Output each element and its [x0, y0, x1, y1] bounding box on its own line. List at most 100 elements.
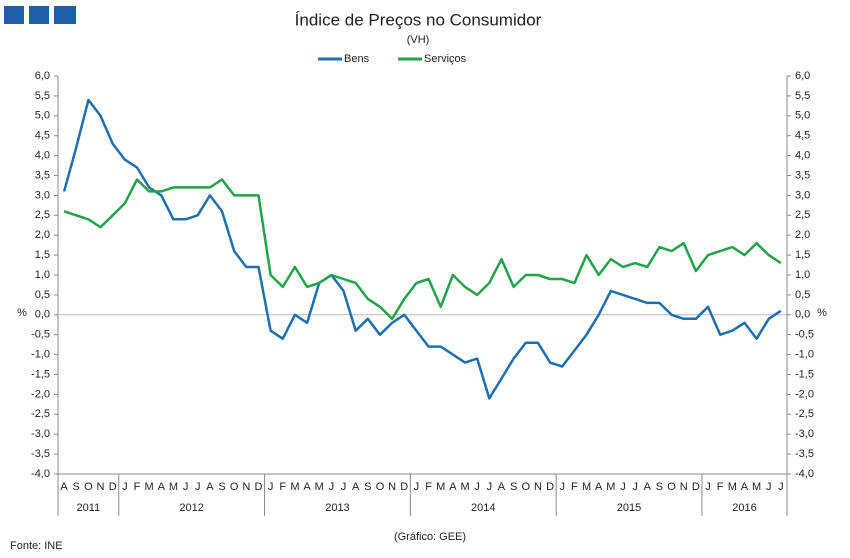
x-tick-label: J [414, 481, 420, 493]
x-tick-label: S [73, 481, 80, 493]
y2-tick-label: 1,5 [795, 249, 810, 261]
x-tick-label: J [559, 481, 565, 493]
x-tick-label: M [145, 481, 154, 493]
y2-tick-label: 1,0 [795, 269, 810, 281]
y-tick-label: -3,0 [31, 428, 50, 440]
y2-tick-label: 4,5 [795, 130, 810, 142]
y2-tick-label: 5,5 [795, 90, 810, 102]
y2-tick-label: -3,5 [795, 448, 814, 460]
x-tick-label: J [632, 481, 638, 493]
y-tick-label: 4,5 [35, 130, 50, 142]
y2-tick-label: 5,0 [795, 110, 810, 122]
year-label: 2012 [179, 502, 203, 514]
x-tick-label: N [242, 481, 250, 493]
x-tick-label: S [218, 481, 225, 493]
x-tick-label: J [705, 481, 711, 493]
x-tick-label: S [510, 481, 517, 493]
x-tick-label: O [667, 481, 676, 493]
series-line [62, 98, 782, 400]
x-tick-label: J [268, 481, 274, 493]
y2-tick-label: -4,0 [795, 468, 814, 480]
year-label: 2013 [325, 502, 349, 514]
x-tick-label: J [122, 481, 128, 493]
x-tick-label: O [521, 481, 530, 493]
x-tick-label: M [752, 481, 761, 493]
chart-subtitle: (VH) [407, 34, 430, 46]
x-tick-label: J [474, 481, 480, 493]
y-tick-label: -4,0 [31, 468, 50, 480]
x-tick-label: D [692, 481, 700, 493]
x-tick-label: A [60, 481, 68, 493]
x-tick-label: M [582, 481, 591, 493]
y-tick-label: -1,5 [31, 368, 50, 380]
y-tick-label: 5,0 [35, 110, 50, 122]
y-tick-label: 3,5 [35, 169, 50, 181]
y-tick-label: -0,5 [31, 329, 50, 341]
x-tick-label: A [644, 481, 652, 493]
x-tick-label: J [329, 481, 335, 493]
y2-tick-label: -1,0 [795, 349, 814, 361]
y-tick-label: -3,5 [31, 448, 50, 460]
y2-tick-label: 2,5 [795, 209, 810, 221]
y-tick-label: -2,5 [31, 408, 50, 420]
x-tick-label: D [254, 481, 262, 493]
x-tick-label: O [376, 481, 385, 493]
y-tick-label: 4,0 [35, 150, 50, 162]
y2-tick-label: 6,0 [795, 70, 810, 82]
logo-square [4, 6, 24, 24]
y-tick-label: -2,0 [31, 388, 50, 400]
x-tick-label: J [195, 481, 201, 493]
y2-tick-label: 3,5 [795, 169, 810, 181]
x-tick-label: M [290, 481, 299, 493]
y2-tick-label: -0,5 [795, 329, 814, 341]
x-tick-label: A [352, 481, 360, 493]
year-label: 2015 [617, 502, 641, 514]
legend-label: Bens [344, 53, 370, 65]
x-tick-label: A [498, 481, 506, 493]
logo-square [29, 6, 49, 24]
x-tick-label: F [571, 481, 578, 493]
y-tick-label: -1,0 [31, 349, 50, 361]
y2-tick-label: 2,0 [795, 229, 810, 241]
y-tick-label: 1,0 [35, 269, 50, 281]
x-tick-label: S [364, 481, 371, 493]
x-tick-label: N [97, 481, 105, 493]
x-tick-label: O [230, 481, 239, 493]
y2-axis-label: % [817, 307, 827, 319]
x-tick-label: M [460, 481, 469, 493]
note: (Gráfico: GEE) [394, 531, 466, 543]
y-tick-label: 0,0 [35, 309, 50, 321]
x-tick-label: M [436, 481, 445, 493]
x-tick-label: F [425, 481, 432, 493]
x-tick-label: S [656, 481, 663, 493]
legend-label: Serviços [424, 53, 467, 65]
y2-tick-label: 3,0 [795, 189, 810, 201]
x-tick-label: M [728, 481, 737, 493]
x-tick-label: F [134, 481, 141, 493]
x-tick-label: A [595, 481, 603, 493]
x-tick-label: O [84, 481, 93, 493]
x-tick-label: N [534, 481, 542, 493]
y-tick-label: 2,0 [35, 229, 50, 241]
x-tick-label: M [169, 481, 178, 493]
series-line [63, 178, 782, 321]
y2-tick-label: -2,0 [795, 388, 814, 400]
x-tick-label: A [158, 481, 166, 493]
y2-tick-label: 4,0 [795, 150, 810, 162]
logo-square [54, 6, 76, 24]
x-tick-label: A [206, 481, 214, 493]
x-tick-label: J [183, 481, 189, 493]
y-tick-label: 2,5 [35, 209, 50, 221]
x-tick-label: M [315, 481, 324, 493]
y-tick-label: 1,5 [35, 249, 50, 261]
x-tick-label: F [717, 481, 724, 493]
y2-tick-label: -3,0 [795, 428, 814, 440]
x-tick-label: A [449, 481, 457, 493]
source: Fonte: INE [10, 540, 63, 552]
y-tick-label: 0,5 [35, 289, 50, 301]
x-tick-label: D [546, 481, 554, 493]
y2-tick-label: 0,0 [795, 309, 810, 321]
year-label: 2011 [77, 502, 101, 514]
